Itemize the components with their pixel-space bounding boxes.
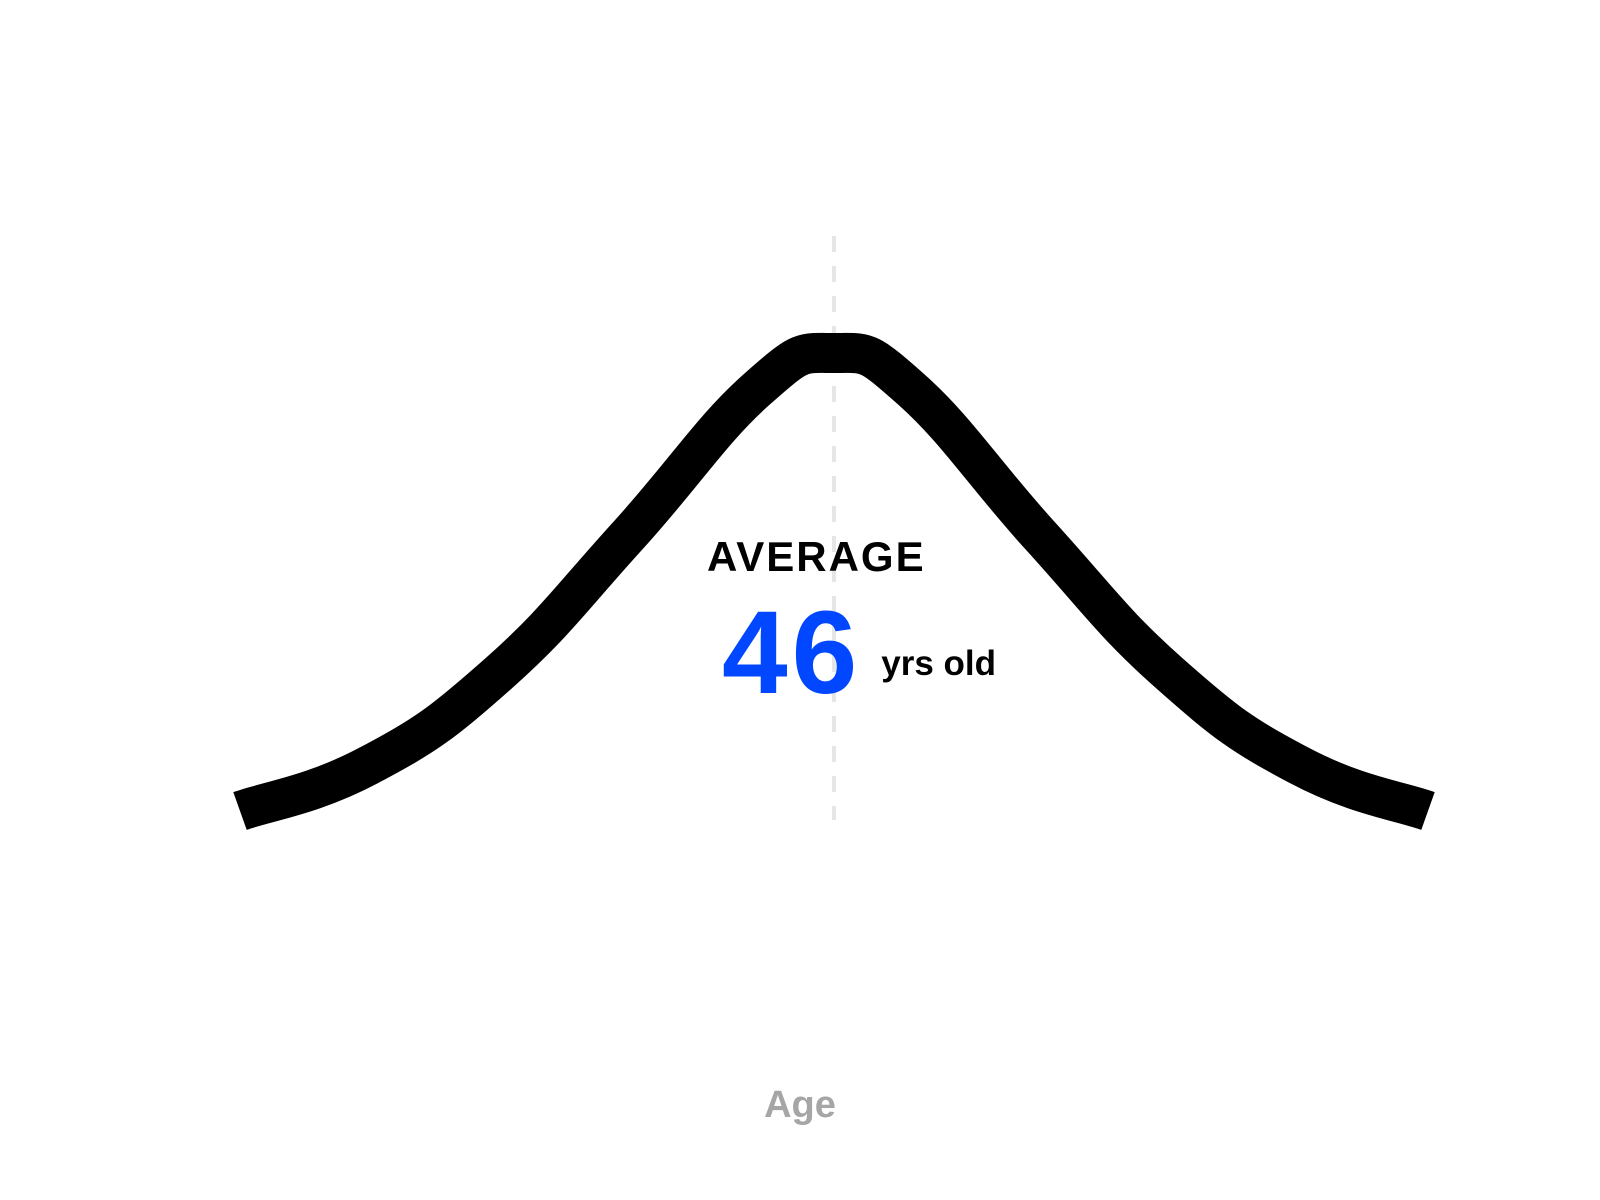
average-label: AVERAGE	[707, 533, 926, 580]
average-value: 46	[722, 587, 862, 719]
average-value-group: 46 yrs old	[722, 587, 997, 719]
distribution-curve	[233, 332, 1435, 830]
average-unit: yrs old	[881, 644, 997, 683]
x-axis-label: Age	[764, 1084, 836, 1126]
